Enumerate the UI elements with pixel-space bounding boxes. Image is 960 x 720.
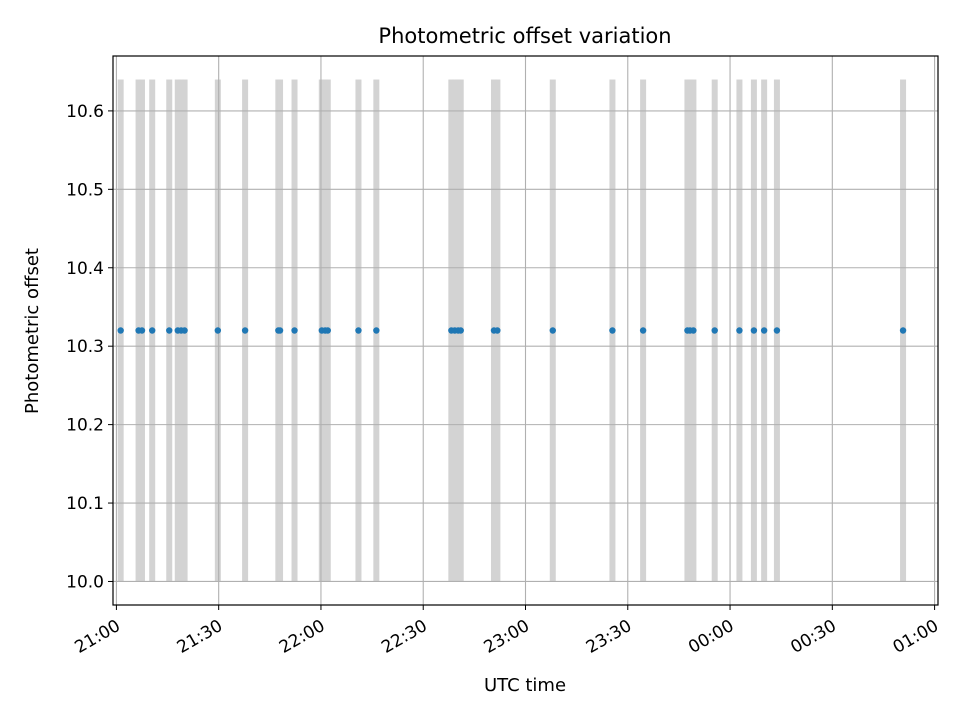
data-point (138, 327, 146, 334)
data-point (690, 327, 697, 334)
data-point (276, 327, 284, 334)
data-point (609, 327, 616, 334)
data-point (149, 327, 156, 334)
data-points (117, 327, 907, 334)
data-point (899, 327, 907, 334)
data-point (181, 327, 188, 334)
data-point (760, 327, 768, 334)
chart-title: Photometric offset variation (378, 24, 671, 48)
y-tick-label: 10.0 (66, 572, 104, 592)
y-tick-label: 10.3 (66, 337, 104, 357)
data-point (750, 327, 758, 334)
data-point (773, 327, 781, 334)
y-tick-label: 10.5 (66, 180, 104, 200)
data-point (494, 327, 501, 334)
data-point (549, 327, 556, 334)
data-point (166, 327, 173, 334)
data-point (736, 327, 743, 334)
data-point (373, 327, 380, 334)
y-axis-ticks: 10.0 10.1 10.2 10.3 10.4 10.5 10.6 (66, 102, 113, 592)
y-tick-label: 10.4 (66, 259, 104, 279)
x-axis-label: UTC time (484, 675, 566, 696)
y-tick-label: 10.1 (66, 494, 104, 514)
data-point (711, 327, 718, 334)
data-point (457, 327, 464, 334)
data-point (324, 327, 331, 334)
data-point (639, 327, 647, 334)
y-tick-label: 10.6 (66, 102, 104, 122)
data-point (291, 327, 298, 334)
y-tick-label: 10.2 (66, 416, 104, 436)
data-point (117, 327, 124, 334)
data-point (214, 327, 222, 334)
data-point (241, 327, 249, 334)
y-axis-label: Photometric offset (22, 248, 43, 414)
data-point (355, 327, 362, 334)
